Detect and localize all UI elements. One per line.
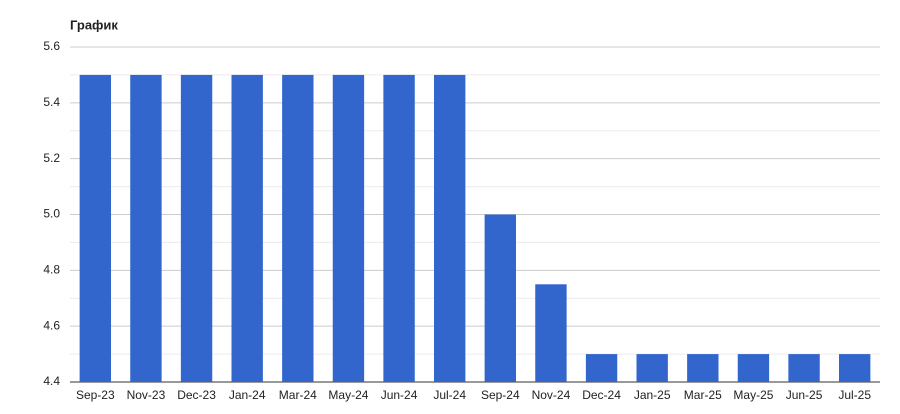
bar [79,74,112,383]
bar [636,354,668,382]
x-tick-label: Jul-24 [433,388,466,402]
x-tick-label: May-24 [328,388,368,402]
x-tick-label: Dec-24 [582,388,621,402]
x-tick-label: Jan-24 [229,388,266,402]
y-tick-label: 5.6 [43,39,60,53]
x-tick-label: Sep-23 [76,388,115,402]
y-tick-label: 5.0 [43,207,60,221]
bar [838,354,871,382]
x-tick-label: May-25 [733,388,773,402]
y-tick-label: 4.8 [43,263,60,277]
bar [687,354,719,382]
bar [332,74,365,383]
y-tick-label: 5.2 [43,151,60,165]
x-tick-label: Sep-24 [481,388,520,402]
bar [231,74,263,383]
bar [282,74,314,383]
x-tick-label: Nov-24 [532,388,571,402]
bar [737,354,770,382]
bar [484,214,517,382]
x-tick-label: Jun-25 [786,388,823,402]
bar [383,74,415,383]
y-tick-label: 5.4 [43,95,60,109]
bar [130,74,162,383]
chart-title: График [70,17,118,32]
bar [535,284,567,382]
x-tick-label: Nov-23 [127,388,166,402]
x-tick-label: Mar-25 [684,388,722,402]
bar [180,74,213,383]
x-tick-label: Jun-24 [381,388,418,402]
bar [585,354,618,382]
bar [433,74,466,383]
y-tick-label: 4.4 [43,374,60,388]
x-tick-label: Mar-24 [279,388,317,402]
y-tick-label: 4.6 [43,318,60,332]
x-tick-label: Dec-23 [177,388,216,402]
x-tick-label: Jul-25 [838,388,871,402]
x-tick-label: Jan-25 [634,388,671,402]
bar [788,354,820,382]
